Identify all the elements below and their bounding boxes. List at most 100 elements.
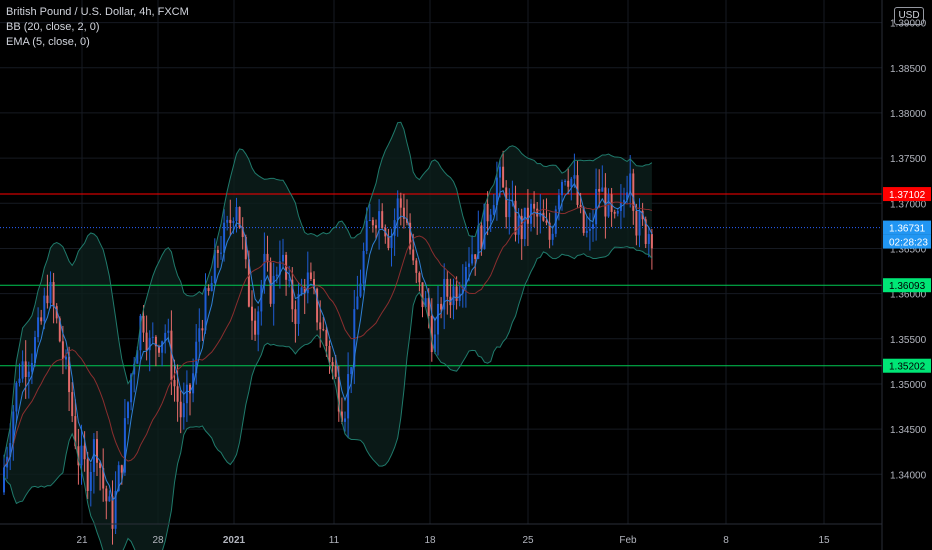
candle-body	[390, 235, 393, 248]
time-tick-label: 11	[329, 535, 340, 546]
price-tick-label: 1.34000	[890, 470, 927, 481]
candle-body	[430, 316, 433, 353]
level-price-label-bg	[883, 278, 931, 293]
candle-body	[99, 462, 102, 469]
indicator-lines	[3, 121, 653, 550]
candle-body	[30, 362, 33, 372]
candle-body	[344, 418, 346, 422]
candle-body	[629, 173, 632, 193]
candle-body	[378, 211, 381, 229]
candle-body	[561, 181, 563, 196]
candle-body	[455, 286, 458, 301]
time-tick-label: Feb	[619, 535, 637, 546]
candle-body	[71, 392, 74, 417]
candle-body	[520, 215, 523, 240]
time-tick-label: 28	[152, 535, 164, 546]
currency-button[interactable]: USD	[894, 7, 924, 25]
candle-body	[468, 263, 470, 267]
candle-body	[598, 188, 601, 192]
horizontal-levels	[0, 193, 882, 367]
candle-body	[409, 222, 412, 250]
candle-body	[452, 286, 455, 306]
candle-body	[164, 332, 167, 342]
candle-body	[644, 219, 647, 244]
candle-body	[337, 376, 340, 412]
candle-body	[139, 315, 142, 351]
price-tick-label: 1.35000	[890, 380, 927, 391]
time-tick-label: 2021	[223, 535, 246, 546]
candle-body	[632, 173, 635, 211]
candle-body	[114, 490, 117, 529]
level-price-label-bg	[883, 187, 931, 202]
candle-body	[440, 303, 443, 310]
price-tick-label: 1.35500	[890, 335, 927, 346]
candle-body	[322, 329, 325, 331]
price-tick-label: 1.38000	[890, 109, 927, 120]
candle-body	[167, 330, 170, 333]
price-tick-label: 1.37000	[890, 199, 927, 210]
candle-body	[626, 192, 629, 200]
price-tick-label: 1.37500	[890, 154, 927, 165]
candle-body	[635, 210, 638, 236]
candle-body	[309, 272, 312, 280]
candle-body	[89, 471, 92, 491]
ema-indicator-label: EMA (5, close, 0)	[6, 36, 90, 48]
candle-body	[347, 374, 350, 419]
candle-body	[362, 250, 365, 284]
candle-body	[105, 488, 108, 502]
candle-body	[585, 230, 588, 233]
candle-body	[464, 266, 467, 287]
candle-body	[120, 465, 123, 473]
candle-body	[189, 384, 191, 394]
candle-body	[443, 278, 446, 310]
candle-body	[223, 222, 226, 253]
candle-body	[545, 220, 548, 223]
candle-body	[182, 403, 185, 418]
candle-body	[573, 175, 576, 179]
candle-body	[282, 254, 284, 262]
candle-body	[40, 317, 43, 322]
candle-body	[170, 330, 173, 381]
candle-body	[424, 298, 427, 308]
candle-body	[43, 295, 46, 322]
bb-indicator-label: BB (20, close, 2, 0)	[6, 21, 100, 33]
candle-body	[55, 306, 58, 319]
symbol-title: British Pound / U.S. Dollar, 4h, FXCM	[6, 6, 189, 18]
candle-body	[173, 380, 176, 387]
candle-body	[229, 219, 232, 223]
candle-body	[334, 366, 337, 377]
candle-body	[446, 278, 449, 297]
candle-body	[551, 233, 554, 240]
candle-body	[557, 195, 560, 210]
candle-body	[24, 361, 27, 378]
price-tick-label: 1.36000	[890, 290, 927, 301]
candle-body	[241, 227, 244, 238]
candle-body	[145, 332, 148, 351]
candle-body	[647, 234, 650, 244]
candle-body	[508, 201, 511, 218]
candle-body	[86, 459, 89, 491]
candle-body	[523, 207, 526, 240]
candle-body	[638, 210, 641, 236]
candle-body	[266, 253, 269, 263]
candle-body	[74, 416, 77, 447]
candle-body	[402, 207, 405, 219]
candle-body	[340, 411, 343, 422]
candle-body	[80, 445, 83, 466]
candle-body	[427, 298, 430, 317]
candle-body	[399, 198, 402, 208]
candle-body	[607, 194, 610, 217]
candle-body	[9, 443, 12, 457]
candle-body	[564, 180, 567, 182]
bb-basis-line	[3, 201, 653, 468]
candle-body	[325, 330, 328, 347]
candle-body	[136, 350, 139, 364]
candle-body	[650, 234, 653, 249]
candle-body	[18, 378, 21, 383]
candle-body	[176, 386, 179, 402]
candle-body	[111, 496, 114, 529]
candle-body	[3, 467, 5, 493]
candle-body	[393, 220, 396, 236]
candle-body	[210, 283, 213, 292]
